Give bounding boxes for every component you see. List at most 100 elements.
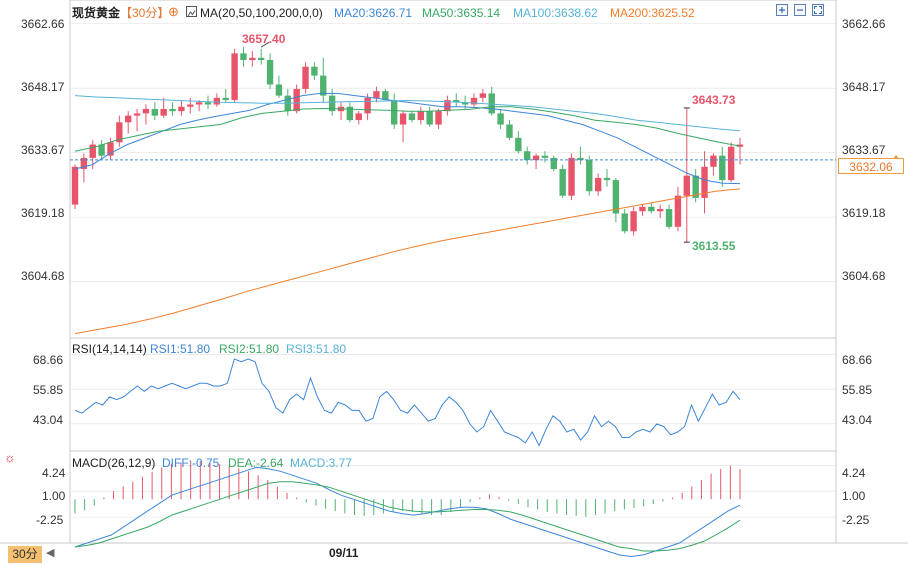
y-tick-left-2: 3648.17 — [21, 80, 65, 94]
macd-tick-right-3: -2.25 — [842, 513, 870, 527]
dea-value: DEA:-2.64 — [228, 456, 284, 470]
candle-body-58 — [586, 160, 593, 192]
candle-body-29 — [328, 95, 336, 112]
rsi-tick-right-2: 55.85 — [842, 383, 873, 397]
candle-body-61 — [612, 180, 620, 214]
candle-body-0 — [71, 166, 79, 205]
candle-body-11 — [169, 108, 176, 112]
candle-body-12 — [178, 106, 185, 112]
candle-body-39 — [417, 111, 424, 121]
candle-body-44 — [461, 102, 469, 105]
candle-body-37 — [399, 113, 407, 125]
rsi-title: RSI(14,14,14) — [72, 342, 147, 356]
candle-body-21 — [258, 57, 265, 61]
candle-body-19 — [240, 53, 247, 61]
y-tick-right-3: 3633.67 — [842, 143, 886, 157]
ma50-line — [74, 106, 741, 152]
rsi1-value: RSI1:51.80 — [150, 342, 211, 356]
candle-body-57 — [577, 157, 584, 161]
y-tick-right-1: 3662.66 — [842, 17, 886, 31]
ma20-value: MA20:3626.71 — [334, 6, 413, 20]
y-tick-right-5: 3604.68 — [842, 269, 886, 283]
candle-body-14 — [195, 102, 203, 105]
fullscreen-icon[interactable] — [812, 4, 824, 16]
candle-body-56 — [568, 157, 575, 196]
candle-body-43 — [453, 100, 460, 103]
candle-body-65 — [648, 206, 655, 212]
candle-body-34 — [373, 91, 380, 98]
high-annotation-1: 3657.40 — [242, 32, 286, 46]
candle-body-42 — [444, 100, 451, 112]
instrument-name: 现货黄金 — [72, 6, 121, 20]
current-price-arrow-icon — [893, 154, 899, 159]
add-circle-icon[interactable]: ⊕ — [168, 4, 179, 19]
candle-body-33 — [364, 97, 371, 114]
candle-body-45 — [470, 97, 478, 105]
dea-line — [74, 481, 741, 552]
candle-body-41 — [435, 111, 442, 125]
rsi-tick-left-1: 68.66 — [33, 353, 64, 367]
diff-value: DIFF:-0.75 — [162, 456, 220, 470]
macd-tick-right-1: 4.24 — [842, 466, 866, 480]
candle-body-38 — [408, 113, 416, 121]
candle-body-6 — [125, 115, 132, 123]
candle-body-9 — [151, 108, 158, 116]
high-marker-1 — [260, 41, 270, 48]
candle-body-40 — [426, 111, 433, 125]
candle-body-59 — [594, 177, 602, 192]
candle-body-60 — [603, 177, 611, 181]
y-tick-left-4: 3619.18 — [21, 206, 65, 220]
candle-body-2 — [89, 144, 96, 158]
ma-settings-icon[interactable] — [186, 6, 197, 17]
ma200-value: MA200:3625.52 — [610, 6, 695, 20]
candle-body-25 — [293, 88, 300, 112]
candle-body-16 — [213, 97, 221, 105]
candle-body-67 — [665, 209, 673, 227]
candle-body-72 — [710, 155, 717, 167]
candle-body-3 — [98, 144, 105, 156]
y-tick-left-5: 3604.68 — [21, 269, 65, 283]
x-date-label: 09/11 — [329, 546, 359, 560]
candle-body-74 — [727, 146, 735, 181]
candle-body-32 — [355, 113, 362, 121]
zoom-in-icon[interactable] — [776, 4, 788, 16]
rsi-tick-right-3: 43.04 — [842, 413, 873, 427]
ma-params-label: MA(20,50,100,200,0,0) — [200, 6, 323, 20]
y-tick-right-2: 3648.17 — [842, 80, 886, 94]
candle-body-46 — [479, 93, 487, 98]
candle-body-35 — [382, 91, 389, 101]
rsi2-value: RSI2:51.80 — [219, 342, 280, 356]
ma100-value: MA100:3638.62 — [513, 6, 598, 20]
candle-body-51 — [524, 151, 531, 161]
period-label[interactable]: 【30分】 — [120, 6, 170, 20]
candle-body-26 — [302, 66, 309, 89]
macd-tick-left-1: 4.24 — [42, 466, 66, 480]
candle-body-22 — [266, 60, 274, 85]
candle-body-68 — [674, 195, 682, 227]
low-annotation: 3613.55 — [692, 239, 736, 253]
macd-value: MACD:3.77 — [290, 456, 353, 470]
candle-body-18 — [231, 53, 238, 101]
y-tick-left-3: 3633.67 — [21, 143, 65, 157]
zoom-out-icon[interactable] — [794, 4, 806, 16]
diff-line — [74, 466, 741, 558]
candle-body-55 — [559, 169, 566, 196]
candle-body-1 — [80, 157, 88, 169]
current-price-tag: 3632.06 — [838, 158, 904, 174]
candle-body-17 — [222, 97, 229, 101]
candle-body-20 — [249, 57, 256, 61]
rsi3-value: RSI3:51.80 — [286, 342, 347, 356]
period-selector[interactable]: 30分 — [8, 546, 42, 563]
y-tick-right-4: 3619.18 — [842, 206, 886, 220]
scroll-left-icon[interactable]: ◀ — [46, 547, 55, 559]
ma50-value: MA50:3635.14 — [422, 6, 501, 20]
settings-icon[interactable]: ☼ — [4, 450, 16, 465]
candle-body-47 — [488, 93, 495, 114]
candle-body-63 — [630, 211, 637, 232]
candle-body-48 — [497, 113, 504, 125]
macd-tick-left-3: -2.25 — [36, 513, 64, 527]
candle-body-62 — [621, 213, 628, 232]
candle-body-13 — [187, 104, 194, 107]
candle-body-64 — [639, 206, 646, 212]
